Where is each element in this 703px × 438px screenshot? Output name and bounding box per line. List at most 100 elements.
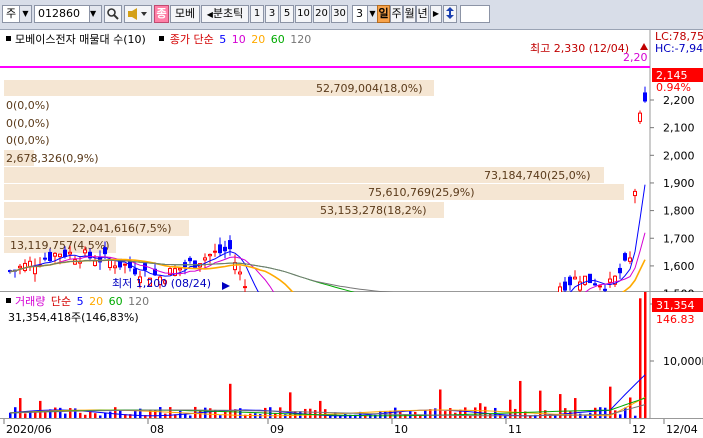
volume-bar [149,409,152,418]
volume-bar [174,414,177,418]
candle-body [628,257,632,262]
high-arrow-icon [640,43,648,50]
volume-bar [159,407,162,418]
market-select[interactable]: 주 ▼ [2,5,32,23]
vol-ma-5: 5 [76,295,84,308]
volume-bar [564,408,567,418]
volume-bar [29,411,32,418]
speaker-icon[interactable] [124,5,152,23]
period-button-30[interactable]: 30 [331,5,348,23]
volume-tick-label: 10,000K [663,355,703,368]
candle-body [208,253,212,257]
chart-type-button[interactable]: 종 [154,5,169,23]
candle-body [43,257,47,260]
volume-bar [69,408,72,418]
volume-bar [619,414,622,418]
cur-price-label: 2,145 [656,69,688,82]
volume-bar [9,412,12,418]
x-tick-label: 2020/06 [6,423,52,436]
volume-bar [384,411,387,418]
volume-bar [284,414,287,418]
candle-body [88,251,92,259]
period-button-3[interactable]: 3 [265,5,279,23]
volume-profile-bar [4,237,116,253]
tab-year[interactable]: 년 [416,5,429,23]
cur-pct-label: 0.94% [656,81,691,94]
ma-60: 60 [270,33,285,46]
volume-bar [154,410,157,418]
candle-body [563,281,567,291]
vol-ma-20: 20 [89,295,104,308]
high-label: 최고 2,330 (12/04) [530,42,629,55]
tab-month[interactable]: 월 [403,5,416,23]
legend-marker [6,36,11,41]
vol-ma-120: 120 [128,295,150,308]
interval-button[interactable]: ◀분초틱 [201,5,249,23]
volume-bar [394,407,397,418]
volume-bar [509,399,512,418]
volume-bar [229,383,232,418]
hc-label: HC:-7,94 [655,42,703,55]
volume-bar [354,414,357,418]
volume-profile-label: 22,041,616(7,5%) [72,222,172,235]
candle-body [163,280,167,284]
volume-value-label: 31,354,418주(146,83%) [8,311,139,324]
period-button-10[interactable]: 10 [295,5,312,23]
vol-ma-60: 60 [108,295,123,308]
count-select[interactable]: 3 ▼ [352,5,378,23]
volume-profile-label: 75,610,769(25,9%) [368,186,475,199]
period-button-20[interactable]: 20 [313,5,330,23]
tab-day[interactable]: 일 [377,5,390,23]
volume-legend: 거래량 단순 5 20 60 120 [6,294,151,310]
period-button-5[interactable]: 5 [280,5,294,23]
volume-bar [124,414,127,418]
candle-body [168,268,172,276]
volume-bar [519,380,522,418]
stock-code-input[interactable]: 012860 ▼ [34,5,102,23]
price-chart-title: 모베이스전자 매물대 수(10) [15,33,146,46]
volume-bar [379,410,382,418]
volume-bar [79,412,82,418]
volume-profile-label: 13,119,757(4,5%) [10,239,110,252]
volume-bar [429,409,432,418]
chevron-right-icon[interactable]: ▶ [430,5,442,23]
volume-bar [184,414,187,418]
candle-body [603,288,607,291]
volume-bar [534,414,537,418]
candle-body [18,265,22,269]
volume-bar [24,413,27,418]
volume-bar [39,400,42,418]
volume-bar [339,414,342,418]
price-chart-panel[interactable]: 2,2002,1002,0001,9001,8001,7001,6001,500… [0,30,703,385]
volume-ma-line [9,374,646,417]
lc-label: LC:78,75 [655,30,703,43]
volume-profile-label: 73,184,740(25,0%) [484,169,591,182]
vol-ma-label: 단순 [50,295,72,308]
price-tick-label: 2,000 [663,149,695,162]
candle-body [158,276,162,285]
volume-bar [599,407,602,418]
candle-body [173,268,177,276]
candle-body [598,285,602,288]
ma-20: 20 [251,33,266,46]
volume-bar [504,415,507,418]
cur-price-box [652,68,703,82]
candle-body [203,257,207,261]
extra-input[interactable] [460,5,490,23]
search-icon[interactable] [104,5,122,23]
ma-line-120 [9,259,646,304]
stock-name-button[interactable]: 모베 [170,5,200,23]
ma-10: 10 [231,33,246,46]
volume-profile-label: 0(0,0%) [6,99,50,112]
period-button-1[interactable]: 1 [250,5,264,23]
candle-body [638,112,642,122]
up-down-arrow-icon[interactable] [443,5,457,23]
volume-bar [374,414,377,418]
candle-body [218,244,222,254]
candle-body [33,265,37,275]
price-chart[interactable]: 2,2002,1002,0001,9001,8001,7001,6001,500… [0,30,703,385]
volume-bar [99,415,102,418]
tab-week[interactable]: 주 [390,5,403,23]
